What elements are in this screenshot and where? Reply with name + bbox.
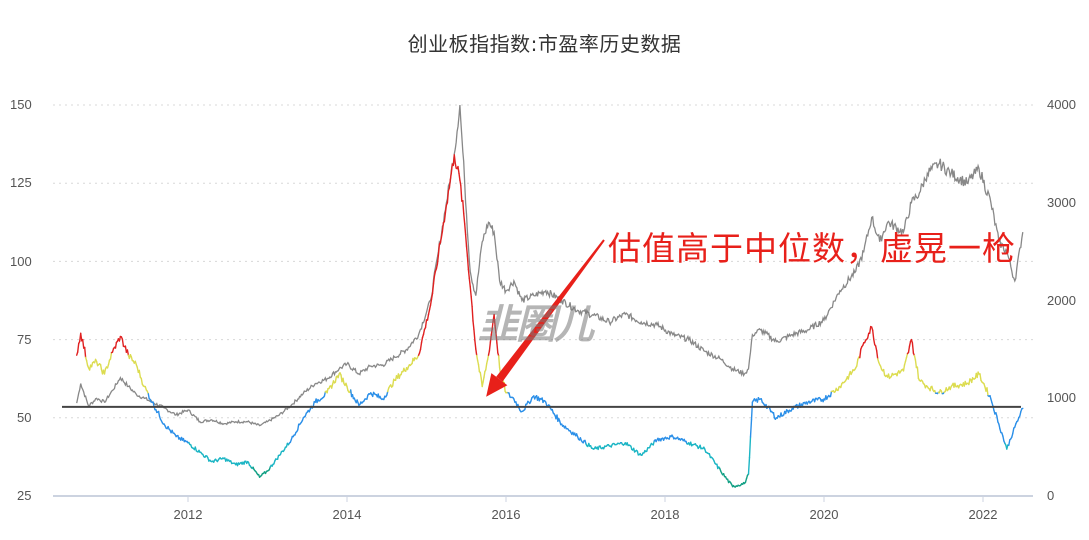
y-right-tick: 0 — [1047, 488, 1055, 503]
x-tick: 2016 — [491, 507, 521, 522]
annotation-text: 估值高于中位数，虚晃一枪 — [608, 229, 1016, 268]
y-left-tick: 150 — [10, 97, 32, 112]
x-tick: 2012 — [173, 507, 203, 522]
x-axis — [53, 495, 1033, 502]
pe-series-line — [75, 154, 1024, 488]
x-tick: 2020 — [809, 507, 839, 522]
y-left-tick: 75 — [17, 332, 32, 347]
y-right-tick: 4000 — [1047, 97, 1076, 112]
y-left-tick: 25 — [17, 488, 32, 503]
annotation-arrow — [486, 239, 605, 397]
index-series-line — [76, 104, 1024, 427]
x-tick: 2018 — [650, 507, 680, 522]
y-right-tick: 1000 — [1047, 390, 1076, 405]
y-right-tick: 2000 — [1047, 293, 1076, 308]
watermark: 韭圈儿 — [478, 302, 594, 348]
x-tick: 2022 — [968, 507, 998, 522]
y-right-tick: 3000 — [1047, 195, 1076, 210]
y-left-tick: 125 — [10, 175, 32, 190]
y-left-tick: 50 — [17, 410, 32, 425]
gridlines — [53, 104, 1033, 419]
y-left-tick: 100 — [10, 254, 32, 269]
chart-title: 创业板指指数:市盈率历史数据 — [407, 32, 682, 56]
x-tick: 2014 — [332, 507, 362, 522]
